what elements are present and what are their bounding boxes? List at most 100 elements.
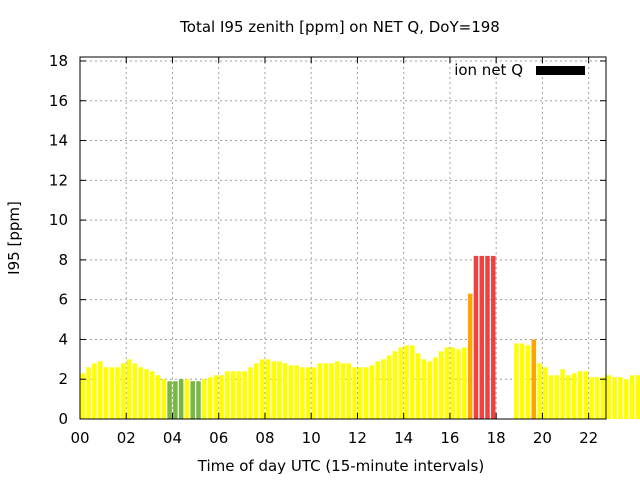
y-ticks: 0 2 4 6 8 10 12 14 16 18 <box>49 52 606 428</box>
bar <box>548 375 554 419</box>
bar <box>531 339 536 419</box>
bar <box>450 347 456 419</box>
bar <box>358 367 363 419</box>
bar <box>404 345 409 419</box>
bar <box>207 377 213 419</box>
bar <box>277 361 282 419</box>
x-tick-label: 16 <box>440 429 459 447</box>
legend-swatch <box>536 66 585 75</box>
bar <box>485 255 490 419</box>
y-tick-label: 18 <box>49 52 68 70</box>
bar <box>618 377 623 419</box>
bar <box>138 367 143 419</box>
bar <box>311 367 317 419</box>
bar <box>219 375 224 419</box>
bar <box>306 367 311 419</box>
x-ticks: 00 02 04 06 08 10 12 14 16 18 20 22 <box>70 57 598 447</box>
bar <box>629 375 635 419</box>
bar <box>479 255 484 419</box>
bar <box>86 367 91 419</box>
bar <box>577 371 583 419</box>
bar <box>132 363 138 419</box>
bar <box>225 371 230 419</box>
bar <box>415 353 421 419</box>
bar <box>178 379 184 419</box>
bar <box>467 293 473 419</box>
x-tick-label: 10 <box>302 429 321 447</box>
bar <box>606 375 612 419</box>
bar <box>439 351 444 419</box>
bar <box>398 347 404 419</box>
x-tick-label: 18 <box>487 429 506 447</box>
bar <box>150 371 155 419</box>
plot-frame <box>79 56 607 420</box>
bar <box>167 381 172 419</box>
bar <box>282 363 288 419</box>
bar <box>554 375 560 419</box>
x-tick-label: 04 <box>163 429 182 447</box>
chart-title: Total I95 zenith [ppm] on NET Q, DoY=198 <box>179 18 500 36</box>
bar <box>254 363 259 419</box>
bar <box>427 361 432 419</box>
bar <box>473 255 479 419</box>
x-tick-label: 08 <box>255 429 274 447</box>
bar <box>375 361 380 419</box>
legend: ion net Q <box>454 61 585 79</box>
y-axis-title: I95 [ppm] <box>5 201 23 275</box>
bar <box>381 359 386 419</box>
bar <box>196 381 201 419</box>
bar <box>612 377 617 419</box>
bar <box>421 359 427 419</box>
x-tick-label: 00 <box>70 429 89 447</box>
bar <box>456 349 461 419</box>
bar <box>300 367 305 419</box>
bar <box>161 379 167 419</box>
bar <box>571 373 577 419</box>
bar <box>369 365 375 419</box>
x-axis-title: Time of day UTC (15-minute intervals) <box>197 457 484 475</box>
bar <box>537 363 542 419</box>
x-tick-label: 20 <box>533 429 552 447</box>
bar <box>386 355 392 419</box>
legend-label: ion net Q <box>454 61 523 79</box>
y-tick-label: 8 <box>58 251 68 269</box>
bar <box>115 367 120 419</box>
bar <box>126 359 132 419</box>
bar <box>543 367 548 419</box>
bar <box>213 375 219 419</box>
bar <box>144 369 149 419</box>
bars <box>80 255 640 419</box>
bar <box>173 381 178 419</box>
y-tick-label: 4 <box>58 330 68 348</box>
grid <box>80 57 606 419</box>
bar <box>410 345 415 419</box>
x-tick-label: 06 <box>209 429 228 447</box>
bar <box>155 375 161 419</box>
bar <box>444 347 450 419</box>
bar <box>323 363 328 419</box>
bar <box>259 359 265 419</box>
bar <box>340 363 346 419</box>
bar <box>121 363 126 419</box>
bar <box>560 369 565 419</box>
x-tick-label: 22 <box>579 429 598 447</box>
y-tick-label: 14 <box>49 132 68 150</box>
bar <box>623 379 629 419</box>
y-tick-label: 0 <box>58 410 68 428</box>
bar <box>352 367 357 419</box>
bar <box>329 363 334 419</box>
bar <box>184 379 190 419</box>
bar <box>242 371 247 419</box>
y-tick-label: 6 <box>58 291 68 309</box>
bar <box>97 361 103 419</box>
y-tick-label: 2 <box>58 370 68 388</box>
bar <box>80 373 86 419</box>
bar <box>103 367 109 419</box>
y-tick-label: 12 <box>49 171 68 189</box>
bar <box>271 361 276 419</box>
bar <box>392 351 398 419</box>
bar <box>491 255 496 419</box>
bar <box>248 367 253 419</box>
y-tick-label: 10 <box>49 211 68 229</box>
bar <box>600 377 606 419</box>
